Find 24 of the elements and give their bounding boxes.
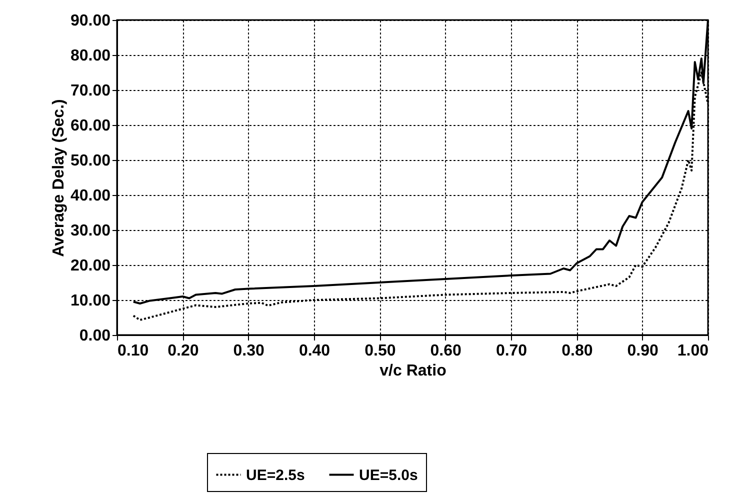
x-tick-label: 0.60 — [430, 342, 462, 360]
x-tick-label: 0.40 — [298, 342, 330, 360]
y-tick-label: 90.00 — [70, 12, 111, 30]
x-tick-label: 0.50 — [364, 342, 396, 360]
y-tick-label: 50.00 — [70, 152, 111, 170]
y-tick-label: 10.00 — [70, 292, 111, 310]
x-axis-title: v/c Ratio — [380, 362, 447, 380]
y-tick-label: 30.00 — [70, 222, 111, 240]
x-tick-label: 0.90 — [627, 342, 659, 360]
y-axis-title: Average Delay (Sec.) — [50, 99, 68, 257]
x-tick-label: 0.30 — [233, 342, 265, 360]
y-tick-label: 20.00 — [70, 258, 111, 274]
y-tick-label: 0.00 — [79, 328, 111, 344]
x-tick-label: 0.80 — [562, 342, 593, 360]
y-tick-label: 80.00 — [70, 48, 111, 64]
y-tick-label: 60.00 — [70, 118, 111, 134]
x-tick-label: 0.70 — [496, 342, 528, 360]
legend-label: UE=2.5s — [246, 466, 305, 484]
x-tick-label: 0.20 — [168, 342, 199, 360]
x-tick-label: 1.00 — [677, 342, 709, 360]
x-tick-label: 0.10 — [118, 342, 149, 360]
legend-label: UE=5.0s — [359, 466, 418, 484]
y-tick-label: 40.00 — [70, 188, 111, 204]
y-tick-label: 70.00 — [70, 82, 111, 100]
